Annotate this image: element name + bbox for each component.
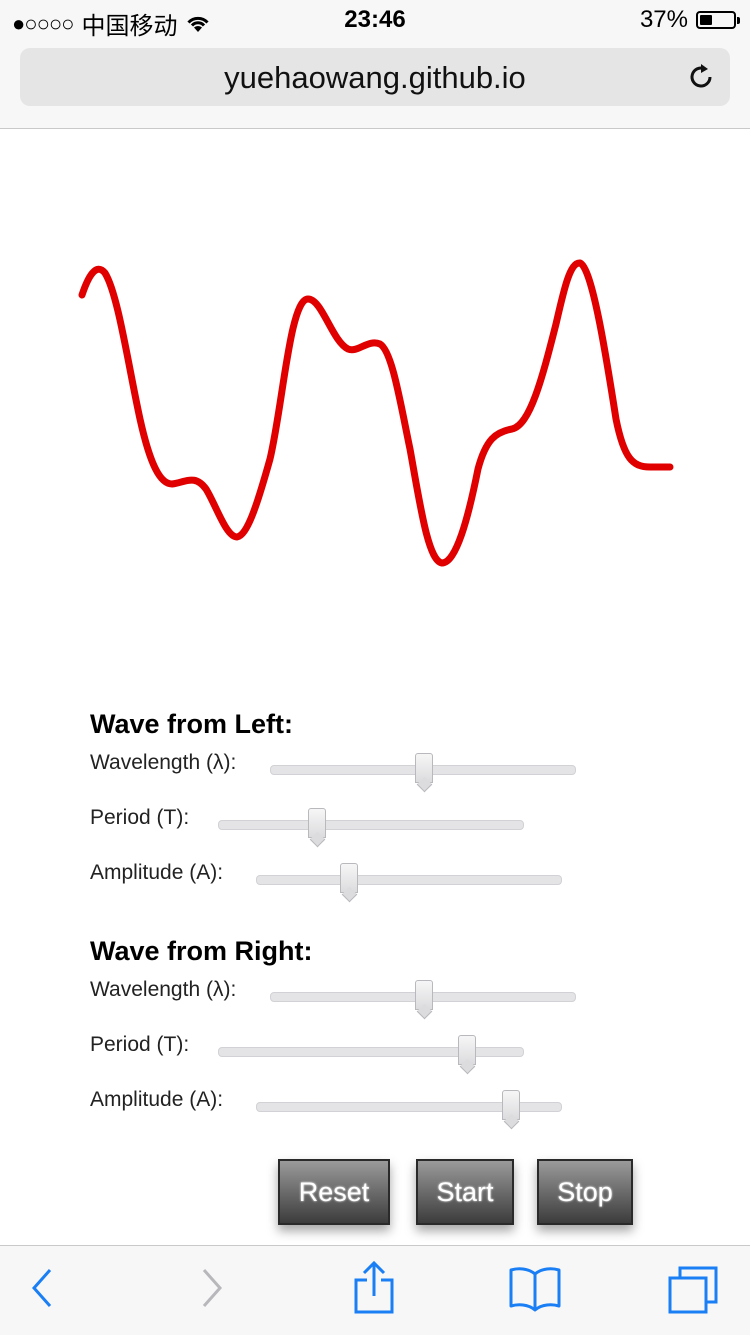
carrier-info: ●○○○○ 中国移动 xyxy=(12,6,211,41)
battery-percent: 37% xyxy=(639,6,688,33)
status-bar: ●○○○○ 中国移动 23:46 37% xyxy=(0,0,750,40)
left-amplitude-label: Amplitude (A): xyxy=(90,861,224,884)
right-period-slider[interactable] xyxy=(218,1035,524,1065)
bookmarks-icon[interactable] xyxy=(508,1264,562,1312)
slider-thumb[interactable] xyxy=(457,1035,476,1065)
browser-header: yuehaowang.github.io xyxy=(0,40,750,129)
back-icon[interactable] xyxy=(28,1266,58,1310)
wave-curve xyxy=(78,259,674,567)
slider-thumb[interactable] xyxy=(501,1090,520,1120)
forward-icon[interactable] xyxy=(196,1266,226,1310)
left-wavelength-label: Wavelength (λ): xyxy=(90,751,237,774)
reload-icon[interactable] xyxy=(686,62,716,92)
right-period-label: Period (T): xyxy=(90,1033,190,1056)
clock: 23:46 xyxy=(344,6,406,33)
right-amplitude-slider[interactable] xyxy=(256,1090,562,1120)
start-button[interactable]: Start xyxy=(416,1159,514,1225)
slider-thumb[interactable] xyxy=(415,980,433,1010)
right-amplitude-row: Amplitude (A): xyxy=(90,1078,690,1133)
address-bar[interactable]: yuehaowang.github.io xyxy=(20,48,730,106)
right-period-row: Period (T): xyxy=(90,1023,690,1078)
reset-button[interactable]: Reset xyxy=(278,1159,390,1225)
wave-controls: Wave from Left: Wavelength (λ): Period (… xyxy=(90,707,690,1133)
left-wavelength-row: Wavelength (λ): xyxy=(90,741,690,796)
slider-thumb[interactable] xyxy=(307,808,326,838)
right-wavelength-row: Wavelength (λ): xyxy=(90,968,690,1023)
stop-button[interactable]: Stop xyxy=(537,1159,633,1225)
url-text[interactable]: yuehaowang.github.io xyxy=(224,60,526,95)
standing-wave-canvas xyxy=(78,259,674,567)
wifi-icon xyxy=(187,16,210,32)
slider-thumb[interactable] xyxy=(339,863,358,893)
page-content: Wave from Left: Wavelength (λ): Period (… xyxy=(0,129,750,1245)
right-wave-title: Wave from Right: xyxy=(90,936,313,966)
left-period-label: Period (T): xyxy=(90,806,190,829)
left-amplitude-row: Amplitude (A): xyxy=(90,851,690,906)
left-wave-title: Wave from Left: xyxy=(90,709,294,739)
slider-thumb[interactable] xyxy=(415,753,433,783)
battery-icon xyxy=(696,11,740,29)
left-period-slider[interactable] xyxy=(218,808,524,838)
share-icon[interactable] xyxy=(352,1260,396,1316)
battery-info: 37% xyxy=(639,6,740,34)
left-wavelength-slider[interactable] xyxy=(270,753,576,783)
right-wavelength-label: Wavelength (λ): xyxy=(90,978,237,1001)
left-amplitude-slider[interactable] xyxy=(256,863,562,893)
right-amplitude-label: Amplitude (A): xyxy=(90,1088,224,1111)
browser-toolbar xyxy=(0,1245,750,1335)
left-period-row: Period (T): xyxy=(90,796,690,851)
tabs-icon[interactable] xyxy=(666,1264,720,1314)
carrier-name: 中国移动 xyxy=(81,13,178,40)
right-wavelength-slider[interactable] xyxy=(270,980,576,1010)
signal-strength: ●○○○○ xyxy=(12,10,74,36)
